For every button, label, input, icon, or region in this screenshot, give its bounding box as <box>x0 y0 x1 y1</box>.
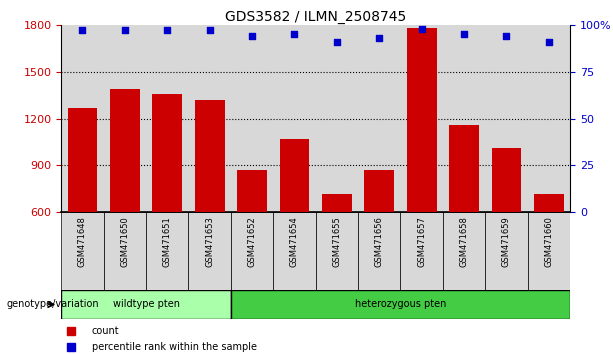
Text: GSM471651: GSM471651 <box>163 216 172 267</box>
Text: wildtype pten: wildtype pten <box>113 299 180 309</box>
Bar <box>407 28 436 212</box>
Bar <box>61 290 231 319</box>
Bar <box>153 95 182 212</box>
Point <box>247 33 257 39</box>
Text: genotype/variation: genotype/variation <box>6 299 99 309</box>
Point <box>120 28 130 33</box>
Bar <box>316 25 358 212</box>
Bar <box>400 212 443 290</box>
Bar <box>231 212 273 290</box>
Text: count: count <box>92 326 120 336</box>
Point <box>544 39 554 45</box>
Bar <box>104 212 146 290</box>
Bar <box>449 125 479 212</box>
Bar <box>61 25 104 212</box>
Bar <box>280 139 310 212</box>
Bar <box>189 212 231 290</box>
Bar <box>231 290 570 319</box>
Bar <box>231 25 273 212</box>
Title: GDS3582 / ILMN_2508745: GDS3582 / ILMN_2508745 <box>225 10 406 24</box>
Point <box>332 39 342 45</box>
Text: GSM471660: GSM471660 <box>544 216 554 267</box>
Point <box>375 35 384 41</box>
Bar <box>358 212 400 290</box>
Bar <box>492 148 521 212</box>
Bar <box>528 212 570 290</box>
Bar <box>61 212 104 290</box>
Text: GSM471648: GSM471648 <box>78 216 87 267</box>
Bar <box>485 212 528 290</box>
Point <box>162 28 172 33</box>
Bar <box>273 25 316 212</box>
Bar <box>104 25 146 212</box>
Text: GSM471659: GSM471659 <box>502 216 511 267</box>
Bar <box>443 25 485 212</box>
Bar <box>534 194 564 212</box>
Point <box>289 32 299 37</box>
Bar <box>67 108 97 212</box>
Bar <box>485 25 528 212</box>
Bar <box>528 25 570 212</box>
Bar <box>146 212 189 290</box>
Text: GSM471654: GSM471654 <box>290 216 299 267</box>
Text: GSM471655: GSM471655 <box>332 216 341 267</box>
Text: heterozygous pten: heterozygous pten <box>355 299 446 309</box>
Bar <box>110 89 140 212</box>
Point <box>78 28 88 33</box>
Bar <box>316 212 358 290</box>
Bar <box>146 25 189 212</box>
Bar <box>273 212 316 290</box>
Bar <box>358 25 400 212</box>
Point <box>459 32 469 37</box>
Bar <box>365 170 394 212</box>
Bar <box>237 170 267 212</box>
Text: percentile rank within the sample: percentile rank within the sample <box>92 342 257 352</box>
Text: GSM471658: GSM471658 <box>460 216 468 267</box>
Text: GSM471657: GSM471657 <box>417 216 426 267</box>
Bar <box>443 212 485 290</box>
Text: GSM471656: GSM471656 <box>375 216 384 267</box>
Bar <box>195 100 224 212</box>
Point <box>501 33 511 39</box>
Bar <box>189 25 231 212</box>
Text: GSM471650: GSM471650 <box>120 216 129 267</box>
Point <box>417 26 427 32</box>
Bar <box>322 194 352 212</box>
Bar <box>400 25 443 212</box>
Text: GSM471652: GSM471652 <box>248 216 257 267</box>
Text: GSM471653: GSM471653 <box>205 216 214 267</box>
Point <box>205 28 215 33</box>
